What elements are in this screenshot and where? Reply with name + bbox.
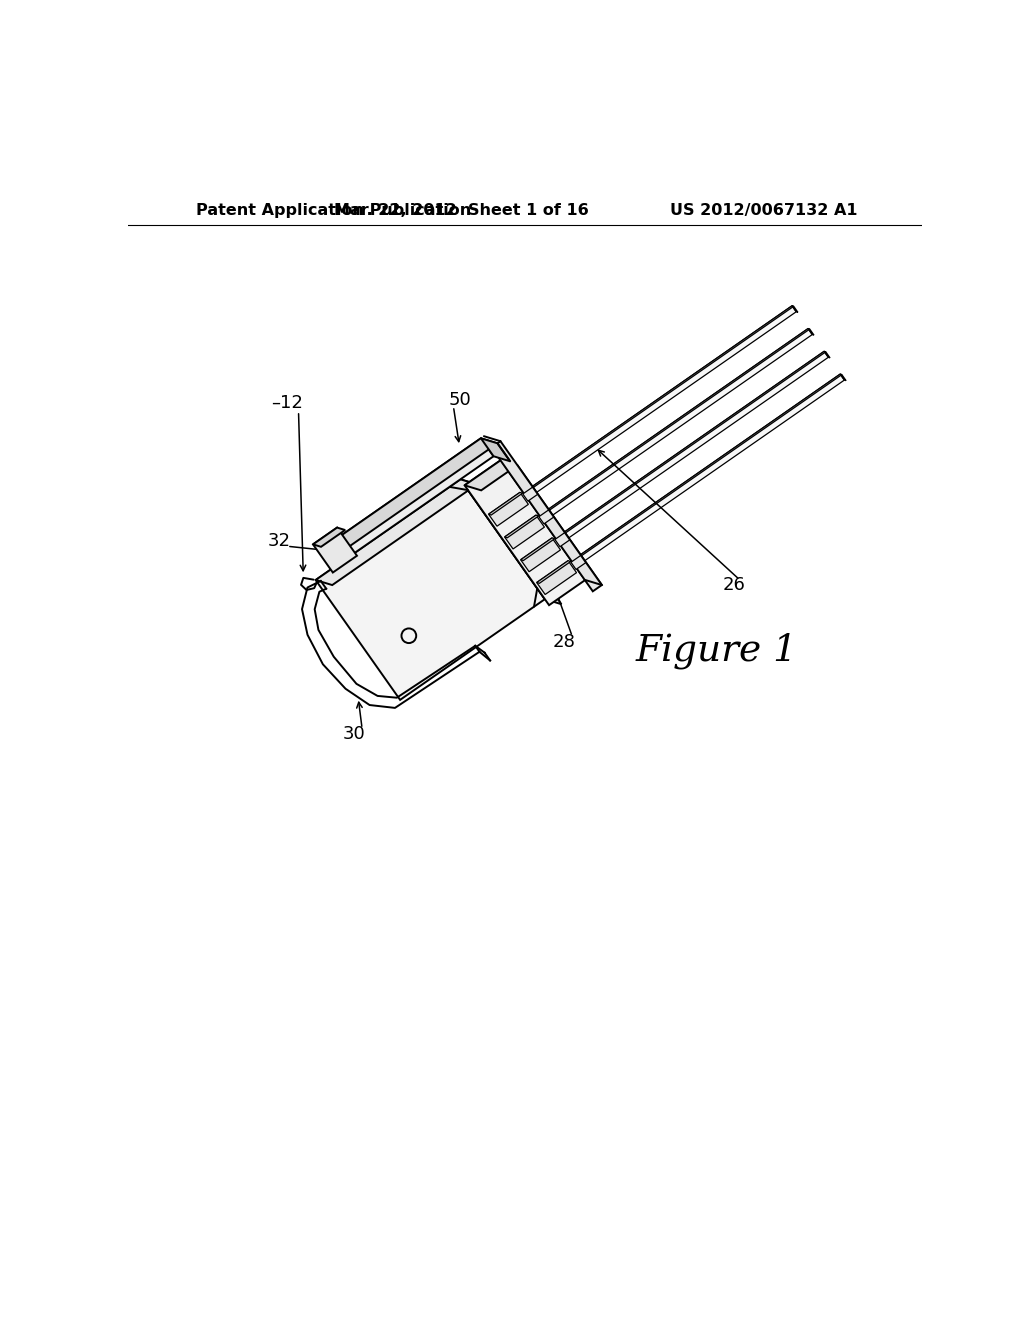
- Text: 50: 50: [449, 391, 471, 409]
- Polygon shape: [824, 351, 830, 358]
- Polygon shape: [492, 441, 602, 591]
- Polygon shape: [539, 510, 554, 524]
- Polygon shape: [313, 528, 345, 546]
- Polygon shape: [553, 351, 828, 546]
- Text: 32: 32: [267, 532, 291, 550]
- Polygon shape: [840, 374, 846, 380]
- Polygon shape: [461, 479, 561, 605]
- Polygon shape: [488, 492, 528, 527]
- Text: 28: 28: [553, 634, 575, 651]
- Polygon shape: [568, 374, 842, 564]
- Polygon shape: [520, 539, 555, 561]
- Polygon shape: [322, 438, 494, 568]
- Polygon shape: [501, 461, 602, 585]
- Polygon shape: [520, 539, 560, 572]
- Text: 26: 26: [722, 576, 745, 594]
- Polygon shape: [555, 533, 569, 546]
- Polygon shape: [505, 515, 539, 537]
- Text: –12: –12: [271, 395, 303, 412]
- Polygon shape: [315, 479, 545, 700]
- Polygon shape: [568, 374, 845, 569]
- Polygon shape: [792, 306, 798, 313]
- Polygon shape: [465, 461, 517, 490]
- Polygon shape: [553, 351, 825, 541]
- Polygon shape: [523, 487, 538, 502]
- Polygon shape: [488, 492, 522, 515]
- Text: US 2012/0067132 A1: US 2012/0067132 A1: [670, 203, 857, 218]
- Polygon shape: [537, 329, 810, 517]
- Polygon shape: [537, 561, 570, 583]
- Polygon shape: [505, 515, 545, 549]
- Polygon shape: [571, 556, 586, 569]
- Text: Patent Application Publication: Patent Application Publication: [197, 203, 471, 218]
- Polygon shape: [520, 306, 797, 500]
- Text: 30: 30: [343, 726, 366, 743]
- Polygon shape: [520, 306, 794, 495]
- Text: Mar. 22, 2012  Sheet 1 of 16: Mar. 22, 2012 Sheet 1 of 16: [334, 203, 589, 218]
- Polygon shape: [537, 329, 812, 523]
- Polygon shape: [313, 528, 357, 573]
- Polygon shape: [481, 438, 510, 461]
- Polygon shape: [315, 479, 477, 585]
- Polygon shape: [322, 438, 498, 554]
- Polygon shape: [808, 329, 814, 335]
- Polygon shape: [465, 461, 586, 605]
- Polygon shape: [537, 561, 577, 594]
- Text: Figure 1: Figure 1: [636, 634, 798, 669]
